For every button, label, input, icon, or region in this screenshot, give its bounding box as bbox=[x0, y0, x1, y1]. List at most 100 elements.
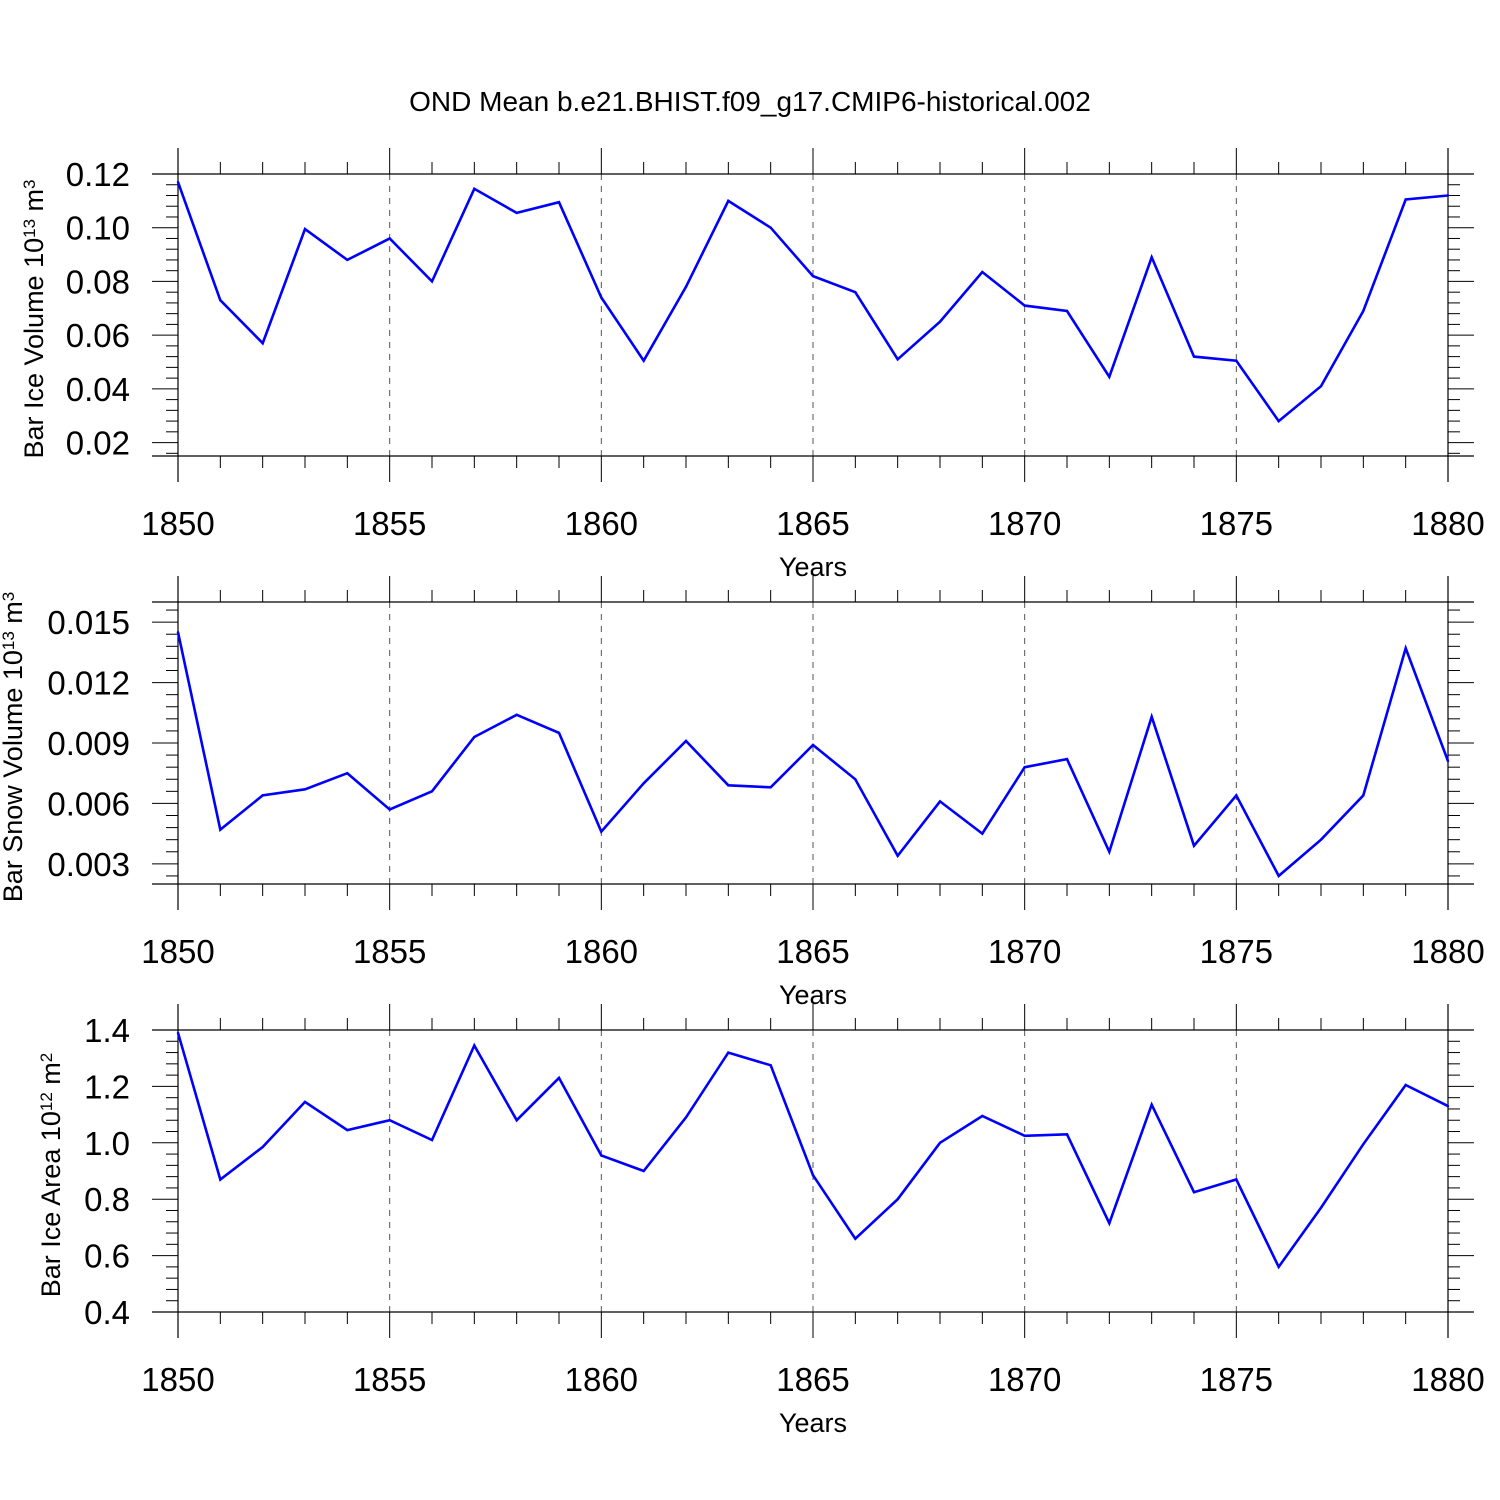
data-point bbox=[769, 226, 772, 229]
y-tick-label: 0.08 bbox=[66, 263, 130, 300]
x-tick-label: 1865 bbox=[776, 933, 849, 970]
data-point bbox=[1446, 194, 1450, 197]
chart-panel-2: 1850 1855 1860 1865 1870 1875 1880 0.003 0.006 0.… bbox=[0, 576, 1485, 1010]
data-point bbox=[1362, 794, 1365, 797]
data-point bbox=[388, 808, 391, 811]
x-tick-label: 1850 bbox=[141, 505, 214, 542]
data-point bbox=[473, 735, 476, 739]
data-point bbox=[219, 299, 222, 302]
y-tick-label: 0.015 bbox=[47, 604, 130, 641]
data-point bbox=[515, 713, 518, 716]
x-tick-label: 1880 bbox=[1411, 505, 1484, 542]
x-tick-label: 1880 bbox=[1411, 1361, 1484, 1398]
data-point bbox=[642, 1169, 645, 1173]
x-axis-label: Years bbox=[779, 1408, 847, 1438]
x-tick-label: 1880 bbox=[1411, 933, 1484, 970]
data-point bbox=[346, 258, 349, 262]
data-point bbox=[1235, 794, 1238, 797]
x-tick-label: 1865 bbox=[776, 1361, 849, 1398]
x-tick-label: 1870 bbox=[988, 933, 1061, 970]
data-point bbox=[1192, 844, 1196, 847]
data-point bbox=[515, 211, 518, 215]
y-axis-label-part: m bbox=[36, 1062, 66, 1092]
x-tick-label: 1875 bbox=[1200, 505, 1273, 542]
data-point bbox=[1023, 1134, 1026, 1137]
data-point bbox=[1277, 1265, 1280, 1269]
data-point bbox=[176, 180, 180, 184]
data-point bbox=[1065, 309, 1069, 313]
data-point bbox=[473, 1044, 476, 1047]
data-point bbox=[1235, 359, 1238, 362]
data-point bbox=[938, 1141, 942, 1145]
y-axis-label-part: Bar Ice Area 10 bbox=[36, 1111, 66, 1297]
chart-panel-3: 1850 1855 1860 1865 1870 1875 1880 0.4 0.6 0.8 1.0… bbox=[36, 1004, 1485, 1438]
y-axis-label-part: m bbox=[19, 189, 49, 219]
data-point bbox=[684, 739, 688, 743]
y-axis-label-part: 3 bbox=[0, 592, 18, 601]
data-point bbox=[981, 270, 984, 274]
series-line bbox=[176, 181, 1449, 423]
data-point bbox=[1446, 1104, 1450, 1108]
data-point bbox=[981, 832, 984, 835]
data-point bbox=[1065, 757, 1069, 761]
data-point bbox=[1108, 850, 1111, 853]
y-axis-label-part: m bbox=[0, 601, 28, 631]
x-tick-label: 1850 bbox=[141, 933, 214, 970]
data-point bbox=[346, 1128, 349, 1132]
data-point bbox=[1404, 198, 1407, 201]
y-axis-label: Bar Snow Volume 1013 m3 bbox=[0, 592, 28, 903]
y-tick-label: 1.0 bbox=[84, 1125, 130, 1162]
data-point bbox=[727, 1051, 730, 1054]
data-point bbox=[1023, 765, 1026, 769]
x-tick-label: 1875 bbox=[1200, 1361, 1273, 1398]
data-point bbox=[811, 274, 815, 278]
y-tick-label: 0.006 bbox=[47, 785, 130, 822]
y-axis-label-part: 13 bbox=[0, 631, 18, 650]
x-tick-label: 1855 bbox=[353, 933, 426, 970]
data-point bbox=[388, 1119, 391, 1122]
data-point bbox=[1150, 1103, 1153, 1106]
y-tick-label: 0.009 bbox=[47, 725, 130, 762]
data-point bbox=[261, 342, 264, 345]
y-tick-label: 0.10 bbox=[66, 210, 130, 247]
data-point bbox=[811, 743, 815, 747]
y-tick-label: 0.4 bbox=[84, 1294, 130, 1331]
data-point bbox=[1235, 1178, 1238, 1181]
data-point bbox=[600, 296, 603, 299]
data-point bbox=[600, 830, 603, 833]
data-point bbox=[769, 786, 772, 789]
data-point bbox=[1108, 375, 1111, 378]
y-axis-label-part: 13 bbox=[20, 219, 39, 238]
data-point bbox=[1362, 1143, 1365, 1146]
y-tick-label: 0.003 bbox=[47, 846, 130, 883]
y-axis-label-part: Bar Ice Volume 10 bbox=[19, 238, 49, 459]
y-tick-label: 0.02 bbox=[66, 425, 130, 462]
data-point bbox=[1446, 759, 1450, 763]
x-tick-label: 1875 bbox=[1200, 933, 1273, 970]
data-point bbox=[1192, 355, 1196, 358]
x-tick-label: 1860 bbox=[565, 933, 638, 970]
data-point bbox=[811, 1174, 815, 1177]
data-point bbox=[515, 1119, 518, 1122]
data-point bbox=[854, 290, 857, 294]
data-point bbox=[303, 788, 307, 791]
y-tick-label: 0.8 bbox=[84, 1181, 130, 1218]
x-tick-label: 1850 bbox=[141, 1361, 214, 1398]
x-tick-label: 1860 bbox=[565, 1361, 638, 1398]
data-point bbox=[981, 1114, 984, 1118]
data-point bbox=[303, 1100, 307, 1104]
y-axis-label: Bar Ice Area 1012 m2 bbox=[36, 1053, 66, 1298]
y-tick-label: 1.4 bbox=[84, 1012, 130, 1049]
data-point bbox=[1065, 1133, 1069, 1136]
data-point bbox=[1277, 419, 1280, 423]
data-point bbox=[557, 731, 561, 735]
data-point bbox=[896, 1198, 899, 1201]
y-tick-label: 1.2 bbox=[84, 1068, 130, 1105]
data-point bbox=[430, 1138, 434, 1142]
y-axis-label: Bar Ice Volume 1013 m3 bbox=[19, 179, 49, 458]
data-point bbox=[1319, 1206, 1323, 1209]
data-point bbox=[938, 320, 942, 323]
data-point bbox=[854, 778, 857, 781]
y-tick-label: 0.6 bbox=[84, 1238, 130, 1275]
